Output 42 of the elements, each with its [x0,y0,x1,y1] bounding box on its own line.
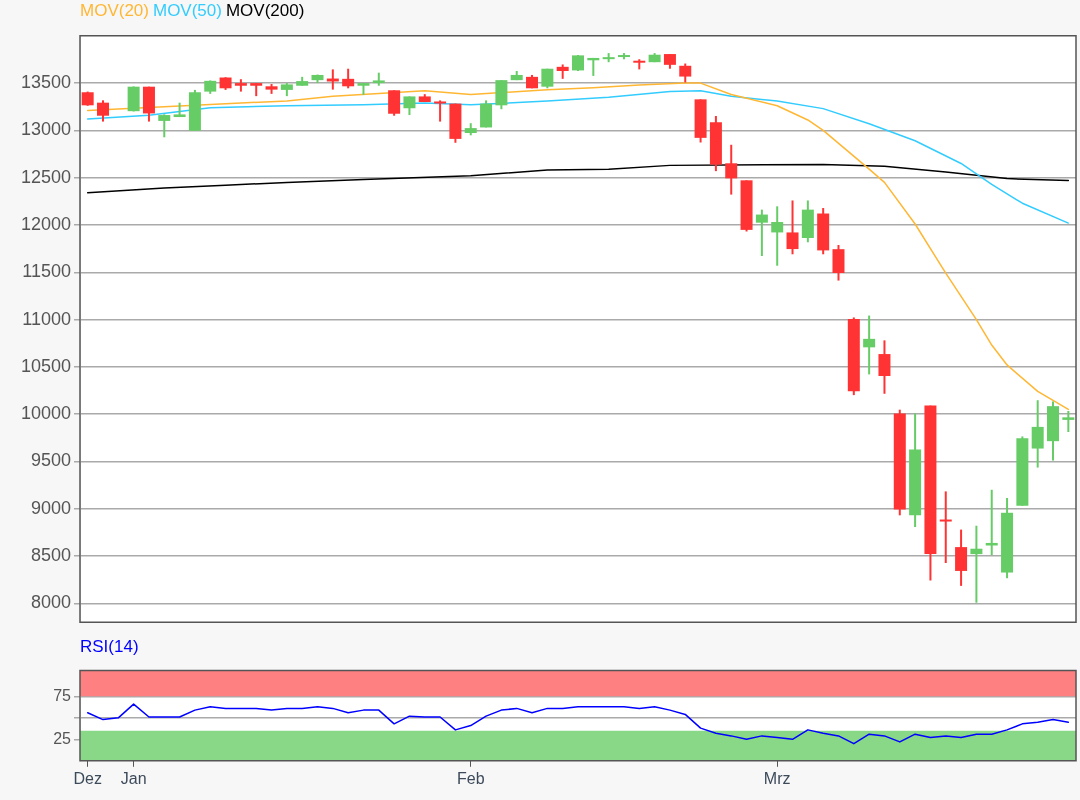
y-tick-label: 13500 [20,72,71,93]
candlestick [388,89,401,117]
x-tick-label: Jan [120,769,147,787]
candlestick [786,199,799,256]
candlestick [434,99,447,123]
y-tick-label: 8000 [30,592,71,613]
y-tick-label: 12000 [20,213,71,234]
candlestick [480,99,493,129]
text: MOV(20) [80,1,149,20]
candlestick [939,490,952,564]
y-tick-label: 9500 [30,450,71,471]
candlestick [1062,410,1075,433]
candlestick [832,244,845,282]
candlestick [96,99,109,123]
x-tick-label: Mrz [763,769,791,787]
y-tick-label: 13000 [20,119,71,140]
candlestick [342,67,355,90]
candlestick [955,528,968,587]
text: MOV(50) [152,1,222,20]
y-tick-label: 12500 [20,166,71,187]
candlestick [863,314,876,376]
candlestick [158,113,171,139]
candlestick [755,208,768,257]
candlestick [771,205,784,267]
candlestick [970,524,983,604]
candlestick [725,143,738,196]
candlestick [679,62,692,84]
y-tick-label: 10500 [20,355,71,376]
y-tick-label: 25 [53,729,72,747]
x-tick-label: Dez [73,769,102,787]
y-tick-label: 75 [53,686,72,704]
y-tick-label: 11500 [22,261,71,282]
candlestick [878,339,891,395]
y-tick-label: 8500 [30,544,71,565]
y-tick-label: 11000 [22,308,71,329]
candlestick [1031,399,1044,469]
candlestick [403,95,416,117]
y-tick-label: 9000 [30,497,71,518]
text: RSI(14) [80,637,139,656]
x-tick-label: Feb [456,769,485,787]
text: MOV(200) [225,1,305,20]
y-tick-label: 10000 [20,403,71,424]
